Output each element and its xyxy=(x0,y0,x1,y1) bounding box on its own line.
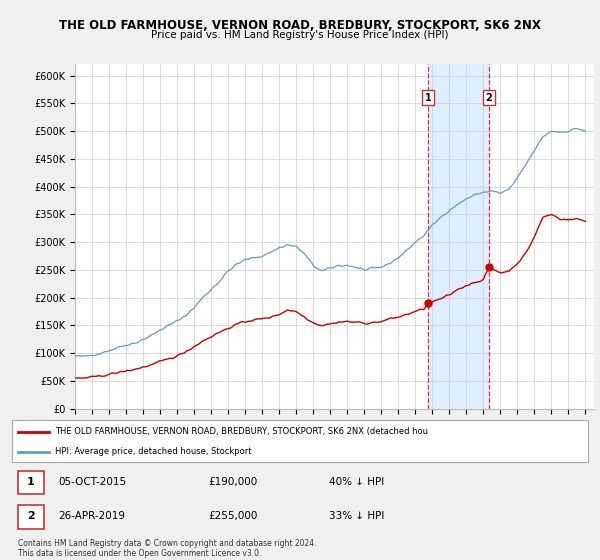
Text: 40% ↓ HPI: 40% ↓ HPI xyxy=(329,477,384,487)
Text: 05-OCT-2015: 05-OCT-2015 xyxy=(58,477,126,487)
FancyBboxPatch shape xyxy=(18,505,44,529)
Text: £190,000: £190,000 xyxy=(208,477,257,487)
Text: £255,000: £255,000 xyxy=(208,511,257,521)
Text: Contains HM Land Registry data © Crown copyright and database right 2024.
This d: Contains HM Land Registry data © Crown c… xyxy=(18,539,317,558)
Text: 33% ↓ HPI: 33% ↓ HPI xyxy=(329,511,384,521)
Text: HPI: Average price, detached house, Stockport: HPI: Average price, detached house, Stoc… xyxy=(55,447,252,456)
FancyBboxPatch shape xyxy=(18,470,44,494)
Text: Price paid vs. HM Land Registry's House Price Index (HPI): Price paid vs. HM Land Registry's House … xyxy=(151,30,449,40)
Bar xyxy=(428,64,489,409)
Text: 2: 2 xyxy=(485,93,492,102)
Text: 26-APR-2019: 26-APR-2019 xyxy=(58,511,125,521)
Text: 2: 2 xyxy=(27,511,35,521)
Text: THE OLD FARMHOUSE, VERNON ROAD, BREDBURY, STOCKPORT, SK6 2NX: THE OLD FARMHOUSE, VERNON ROAD, BREDBURY… xyxy=(59,18,541,32)
Text: 1: 1 xyxy=(27,477,35,487)
Text: 1: 1 xyxy=(425,93,431,102)
Text: THE OLD FARMHOUSE, VERNON ROAD, BREDBURY, STOCKPORT, SK6 2NX (detached hou: THE OLD FARMHOUSE, VERNON ROAD, BREDBURY… xyxy=(55,427,428,436)
